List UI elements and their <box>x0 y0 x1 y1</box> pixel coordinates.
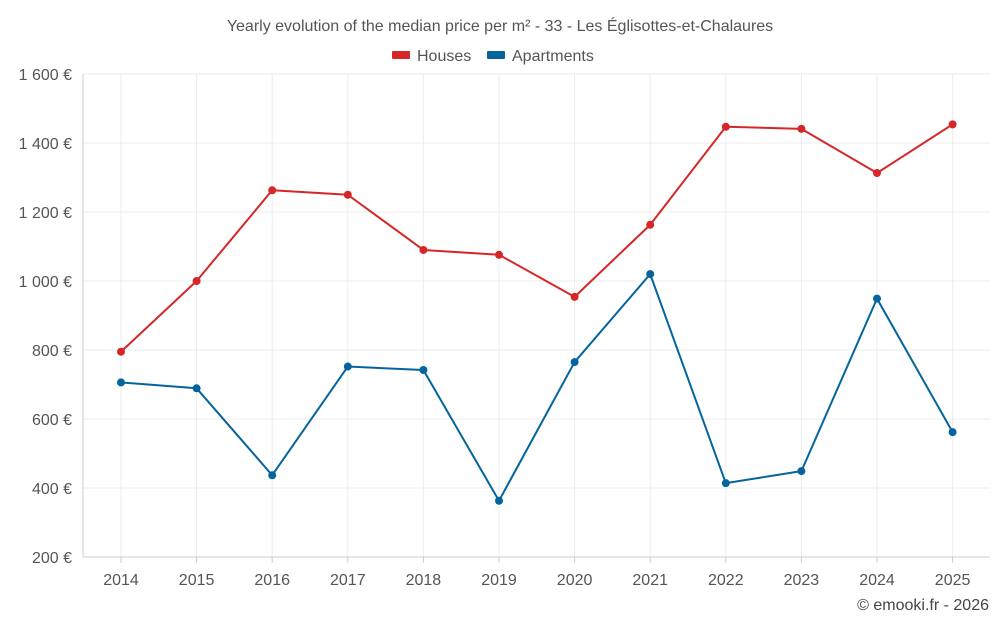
legend: Houses Apartments <box>392 48 594 65</box>
x-tick-label: 2025 <box>935 572 971 589</box>
x-tick-label: 2019 <box>481 572 517 589</box>
houses-point[interactable] <box>646 220 655 229</box>
legend-item-apartments[interactable]: Apartments <box>487 48 594 65</box>
x-tick-label: 2015 <box>179 572 215 589</box>
y-tick-label: 200 € <box>32 550 72 567</box>
apartments-point[interactable] <box>192 384 201 393</box>
houses-point[interactable] <box>419 245 428 254</box>
legend-item-houses[interactable]: Houses <box>392 48 471 65</box>
x-axis: 2014 2015 2016 2017 2018 2019 2020 2021 2022 2023… <box>83 556 990 589</box>
apartments-point[interactable] <box>268 471 277 480</box>
apartments-point[interactable] <box>873 294 881 303</box>
x-tick-label: 2020 <box>557 572 593 589</box>
grid <box>83 73 990 558</box>
series-houses <box>117 120 957 356</box>
houses-point[interactable] <box>873 169 881 178</box>
x-tick-label: 2016 <box>254 572 290 589</box>
y-tick-label: 600 € <box>32 412 72 429</box>
apartments-point[interactable] <box>948 428 957 437</box>
y-tick-label: 1 400 € <box>19 136 72 153</box>
y-tick-label: 400 € <box>32 481 72 498</box>
houses-point[interactable] <box>495 250 503 259</box>
y-tick-label: 800 € <box>32 343 72 360</box>
houses-line <box>120 123 954 353</box>
series-group <box>117 120 957 505</box>
apartments-point[interactable] <box>570 358 579 367</box>
legend-label: Houses <box>417 48 471 65</box>
houses-point[interactable] <box>570 292 579 301</box>
apartments-line <box>120 273 954 502</box>
houses-point[interactable] <box>721 122 730 131</box>
y-tick-label: 1 000 € <box>19 274 72 291</box>
apartments-point[interactable] <box>117 378 125 387</box>
houses-point[interactable] <box>117 347 125 356</box>
x-tick-label: 2022 <box>708 572 744 589</box>
x-tick-label: 2021 <box>632 572 668 589</box>
y-tick-label: 1 600 € <box>19 67 72 84</box>
chart-title: Yearly evolution of the median price per… <box>227 16 773 35</box>
houses-point[interactable] <box>797 124 806 133</box>
series-apartments <box>117 270 957 505</box>
houses-point[interactable] <box>343 190 352 199</box>
legend-swatch <box>392 51 410 59</box>
apartments-point[interactable] <box>495 496 503 505</box>
credit-text: © emooki.fr - 2026 <box>857 597 989 614</box>
x-tick-label: 2017 <box>330 572 366 589</box>
houses-point[interactable] <box>268 186 277 195</box>
x-tick-label: 2014 <box>103 572 139 589</box>
legend-label: Apartments <box>512 48 594 65</box>
apartments-point[interactable] <box>797 467 806 476</box>
y-tick-label: 1 200 € <box>19 205 72 222</box>
houses-point[interactable] <box>192 277 201 285</box>
x-tick-label: 2018 <box>406 572 442 589</box>
x-tick-label: 2023 <box>784 572 820 589</box>
apartments-point[interactable] <box>646 270 655 279</box>
x-tick-label: 2024 <box>859 572 895 589</box>
apartments-point[interactable] <box>419 366 428 375</box>
apartments-point[interactable] <box>343 362 352 371</box>
legend-swatch <box>487 51 505 59</box>
apartments-point[interactable] <box>721 479 730 488</box>
houses-point[interactable] <box>948 120 957 129</box>
y-axis: 200 € 400 € 600 € 800 € 1 000 € 1 200 € 1 400 … <box>19 67 84 567</box>
